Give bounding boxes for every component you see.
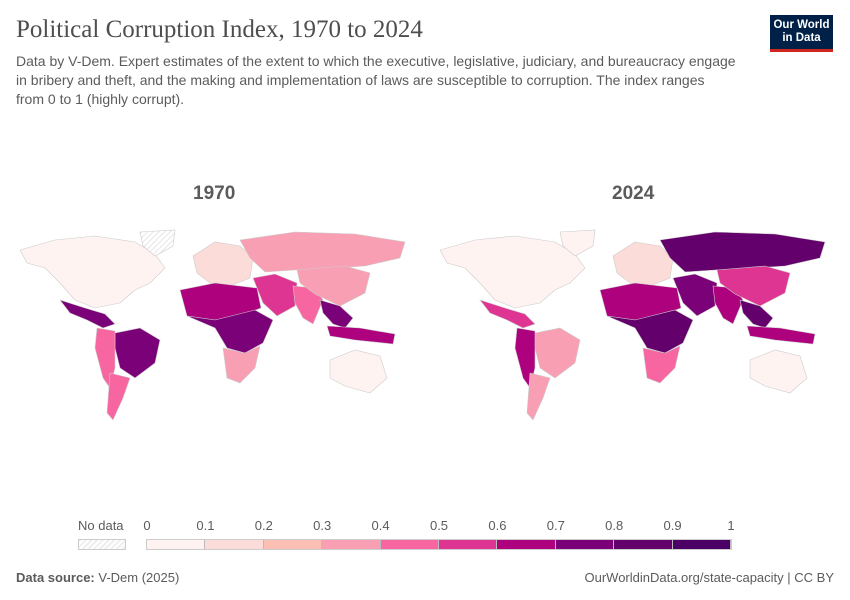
region-greenland[interactable]: [559, 229, 596, 257]
legend-tick: 1: [727, 518, 735, 533]
legend-bin[interactable]: [380, 540, 439, 549]
legend-bin[interactable]: [205, 540, 264, 549]
data-source: Data source: V-Dem (2025): [16, 570, 179, 585]
legend-bin[interactable]: [147, 540, 206, 549]
region-indonesia[interactable]: [326, 325, 396, 345]
region-central-america[interactable]: [59, 299, 116, 329]
legend-bin[interactable]: [438, 540, 498, 549]
owid-logo[interactable]: Our World in Data: [770, 15, 833, 52]
legend-tick: 0.4: [371, 518, 390, 533]
region-greenland[interactable]: [139, 229, 176, 257]
region-russia[interactable]: [659, 231, 826, 273]
legend-tick: 0.8: [605, 518, 624, 533]
map-year-2024: 2024: [612, 183, 655, 204]
region-brazil[interactable]: [114, 327, 161, 379]
legend-bin[interactable]: [614, 540, 673, 549]
legend-tick: 0: [143, 518, 151, 533]
map-year-1970: 1970: [193, 183, 236, 204]
world-map-2024[interactable]: [435, 228, 835, 428]
region-middle-east[interactable]: [672, 273, 718, 317]
legend-bin[interactable]: [672, 540, 731, 549]
legend-tick: 0.1: [196, 518, 215, 533]
legend-tick: 0.5: [429, 518, 449, 533]
source-value[interactable]: V-Dem (2025): [98, 570, 180, 585]
footer-link[interactable]: OurWorldinData.org/state-capacity | CC B…: [584, 570, 834, 585]
world-map-1970[interactable]: [15, 228, 415, 428]
legend-tick: 0.9: [663, 518, 682, 533]
region-southern-africa[interactable]: [642, 345, 681, 384]
legend-tick: 0.3: [313, 518, 332, 533]
no-data-swatch: [78, 539, 126, 550]
source-label: Data source:: [16, 570, 95, 585]
region-china[interactable]: [296, 265, 371, 307]
legend-bin[interactable]: [263, 540, 323, 549]
region-central-africa[interactable]: [606, 309, 694, 354]
region-central-africa[interactable]: [186, 309, 274, 354]
region-europe[interactable]: [612, 241, 674, 287]
legend-tick: 0.2: [254, 518, 273, 533]
legend-tick: 0.7: [546, 518, 565, 533]
region-europe[interactable]: [192, 241, 254, 287]
legend-bin[interactable]: [497, 540, 556, 549]
chart-subtitle: Data by V-Dem. Expert estimates of the e…: [16, 53, 736, 107]
region-australia[interactable]: [749, 349, 808, 394]
region-brazil[interactable]: [534, 327, 581, 379]
region-north-america[interactable]: [19, 235, 166, 309]
region-australia[interactable]: [329, 349, 388, 394]
legend-bin[interactable]: [322, 540, 381, 549]
no-data-label: No data: [78, 518, 124, 533]
region-indonesia[interactable]: [746, 325, 816, 345]
region-middle-east[interactable]: [252, 273, 298, 317]
region-southern-cone[interactable]: [106, 372, 131, 421]
legend-bin[interactable]: [555, 540, 615, 549]
legend-tick: 0.6: [488, 518, 507, 533]
region-central-america[interactable]: [479, 299, 536, 329]
region-russia[interactable]: [239, 231, 406, 273]
region-southern-africa[interactable]: [222, 345, 261, 384]
region-china[interactable]: [716, 265, 791, 307]
chart-title: Political Corruption Index, 1970 to 2024: [16, 16, 423, 43]
region-southern-cone[interactable]: [526, 372, 551, 421]
region-north-america[interactable]: [439, 235, 586, 309]
